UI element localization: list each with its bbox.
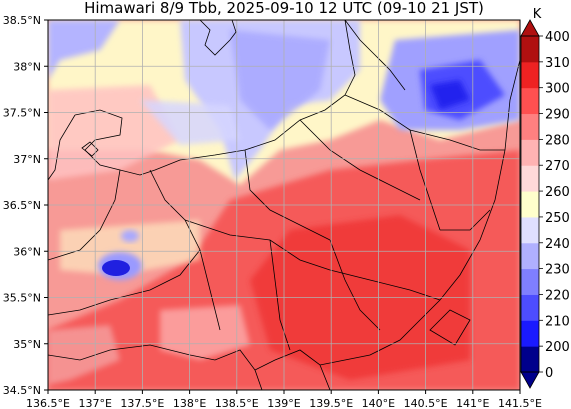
colorbar-level-label: 240 — [545, 237, 570, 252]
x-tick-label: 139.5°E — [309, 397, 353, 409]
colorbar-level-label: 0 — [545, 366, 553, 381]
y-tick-label: 36.5°N — [3, 199, 41, 212]
graticule — [48, 20, 520, 390]
x-tick-label: 138.5°E — [215, 397, 259, 409]
colorbar-segment — [521, 87, 539, 115]
x-tick-label: 141.5°E — [498, 397, 542, 409]
colorbar-level-label: 250 — [545, 211, 570, 226]
colorbar-level-label: 260 — [545, 185, 570, 200]
x-axis-ticks: 136.5°E 137°E 137.5°E 138°E 138.5°E 139°E 139.… — [26, 390, 542, 409]
colorbar-segment — [521, 268, 539, 295]
colorbar-frame — [520, 35, 540, 373]
colorbar-level-label: 310 — [545, 56, 570, 71]
brightness-temperature-field — [48, 20, 520, 390]
colorbar-segment — [521, 191, 539, 218]
y-tick-label: 36°N — [13, 245, 41, 258]
x-tick-label: 138°E — [173, 397, 206, 409]
y-tick-label: 38.5°N — [3, 14, 41, 27]
x-tick-label: 137.5°E — [120, 397, 164, 409]
x-tick-label: 137°E — [78, 397, 111, 409]
x-tick-label: 140°E — [362, 397, 395, 409]
coastlines — [48, 20, 520, 390]
colorbar-extend-max — [520, 19, 540, 37]
map-title: Himawari 8/9 Tbb, 2025-09-10 12 UTC (09-… — [84, 0, 484, 17]
colorbar-level-label: 290 — [545, 108, 570, 123]
x-tick-label: 141°E — [456, 397, 489, 409]
y-tick-label: 35.5°N — [3, 292, 41, 305]
colorbar-segment — [521, 165, 539, 192]
y-tick-label: 38°N — [13, 60, 41, 73]
y-tick-label: 37°N — [13, 153, 41, 166]
colorbar-segment — [521, 139, 539, 166]
colorbar-segment — [521, 320, 539, 347]
colorbar-level-label: 270 — [545, 159, 570, 174]
colorbar-level-label: 220 — [545, 288, 570, 303]
y-tick-label: 35°N — [13, 338, 41, 351]
colorbar-level-label: 200 — [545, 340, 570, 355]
colorbar-level-label: 400 — [545, 30, 570, 45]
colorbar: 0 200 210 220 230 240 250 260 270 280 290 300 310 400… — [520, 7, 570, 389]
colorbar-level-label: 280 — [545, 133, 570, 148]
colorbar-segment — [521, 216, 539, 244]
y-tick-label: 34.5°N — [3, 384, 41, 397]
colorbar-segment — [521, 61, 539, 89]
colorbar-level-label: 230 — [545, 263, 570, 278]
x-tick-label: 140.5°E — [404, 397, 448, 409]
colorbar-level-label: 210 — [545, 314, 570, 329]
colorbar-segment — [521, 346, 539, 373]
colorbar-segment — [521, 113, 539, 140]
colorbar-segment — [521, 294, 539, 321]
colorbar-unit: K — [533, 7, 542, 22]
y-axis-ticks: 38.5°N 38°N 37.5°N 37°N 36.5°N 36°N 35.5°N 35°N… — [3, 14, 48, 397]
y-tick-label: 37.5°N — [3, 107, 41, 120]
colorbar-extend-min — [520, 371, 540, 389]
colorbar-segment — [521, 242, 539, 270]
x-tick-label: 139°E — [267, 397, 300, 409]
colorbar-segment — [521, 36, 539, 63]
x-tick-label: 136.5°E — [26, 397, 70, 409]
colorbar-level-label: 300 — [545, 82, 570, 97]
